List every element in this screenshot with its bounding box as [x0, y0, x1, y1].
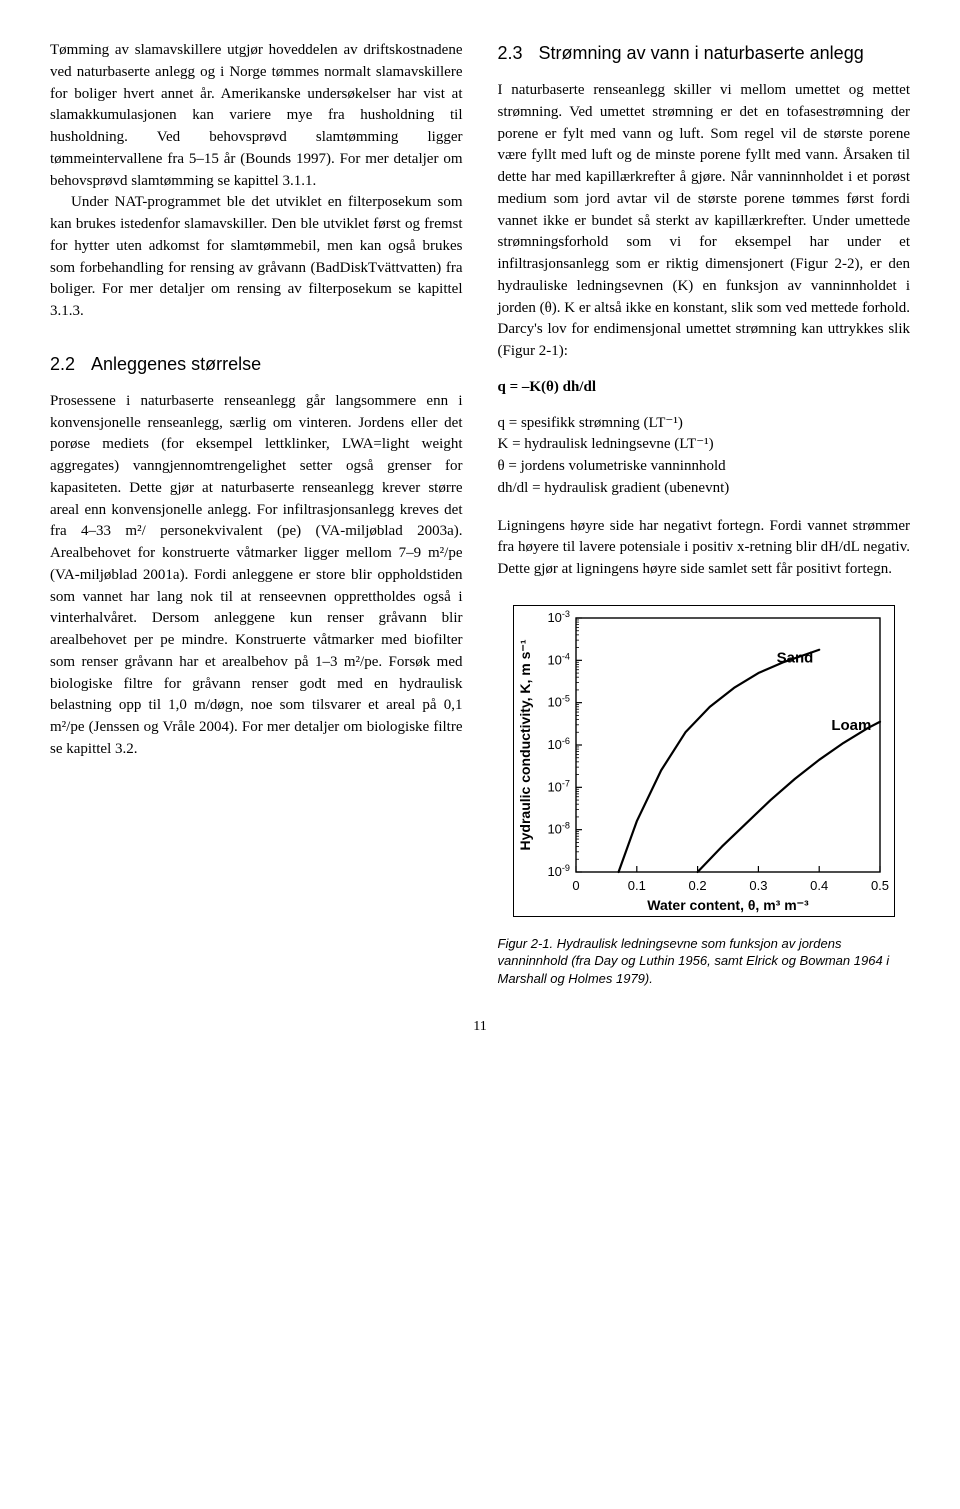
- definition-item: θ = jordens volumetriske vanninnhold: [498, 456, 911, 478]
- svg-text:Water content, θ, m³ m⁻³: Water content, θ, m³ m⁻³: [647, 897, 809, 913]
- hydraulic-conductivity-chart: 10-9 10-8 10-7 10-6 10-5 10-4 10-3 0 0.1 0.2 0.3 0.…: [513, 605, 895, 917]
- section-heading-2-2: 2.2 Anleggenes størrelse: [50, 351, 463, 377]
- section-number: 2.2: [50, 351, 75, 377]
- figure-2-1: 10-9 10-8 10-7 10-6 10-5 10-4 10-3 0 0.1 0.2 0.3 0.…: [498, 605, 911, 987]
- svg-text:Hydraulic conductivity, K, m s: Hydraulic conductivity, K, m s⁻¹: [517, 639, 533, 850]
- definition-item: q = spesifikk strømning (LT⁻¹): [498, 413, 911, 435]
- paragraph: Prosessene i naturbaserte renseanlegg gå…: [50, 391, 463, 761]
- svg-text:0.3: 0.3: [749, 878, 767, 893]
- definition-item: K = hydraulisk ledningsevne (LT⁻¹): [498, 434, 911, 456]
- svg-text:0.5: 0.5: [871, 878, 889, 893]
- svg-text:0.2: 0.2: [688, 878, 706, 893]
- definitions-list: q = spesifikk strømning (LT⁻¹) K = hydra…: [498, 413, 911, 500]
- svg-text:10-9: 10-9: [547, 863, 570, 879]
- svg-text:10-4: 10-4: [547, 651, 570, 667]
- equation: q = –K(θ) dh/dl: [498, 377, 911, 399]
- section-heading-2-3: 2.3 Strømning av vann i naturbaserte anl…: [498, 40, 911, 66]
- paragraph: Tømming av slamavskillere utgjør hovedde…: [50, 40, 463, 192]
- svg-text:Sand: Sand: [776, 649, 813, 666]
- paragraph: I naturbaserte renseanlegg skiller vi me…: [498, 80, 911, 363]
- svg-text:0.1: 0.1: [628, 878, 646, 893]
- figure-caption: Figur 2-1. Hydraulisk ledningsevne som f…: [498, 935, 911, 988]
- section-title: Anleggenes størrelse: [91, 351, 462, 377]
- page-number: 11: [50, 1017, 910, 1037]
- svg-text:10-5: 10-5: [547, 694, 570, 710]
- svg-text:10-7: 10-7: [547, 778, 570, 794]
- svg-text:10-8: 10-8: [547, 821, 570, 837]
- section-title: Strømning av vann i naturbaserte anlegg: [539, 40, 910, 66]
- svg-text:0.4: 0.4: [810, 878, 828, 893]
- svg-text:10-6: 10-6: [547, 736, 570, 752]
- svg-text:10-3: 10-3: [547, 609, 570, 625]
- section-number: 2.3: [498, 40, 523, 66]
- paragraph: Under NAT-programmet ble det utviklet en…: [50, 192, 463, 323]
- definition-item: dh/dl = hydraulisk gradient (ubenevnt): [498, 478, 911, 500]
- svg-text:0: 0: [572, 878, 579, 893]
- paragraph: Ligningens høyre side har negativt forte…: [498, 516, 911, 581]
- svg-text:Loam: Loam: [831, 717, 871, 734]
